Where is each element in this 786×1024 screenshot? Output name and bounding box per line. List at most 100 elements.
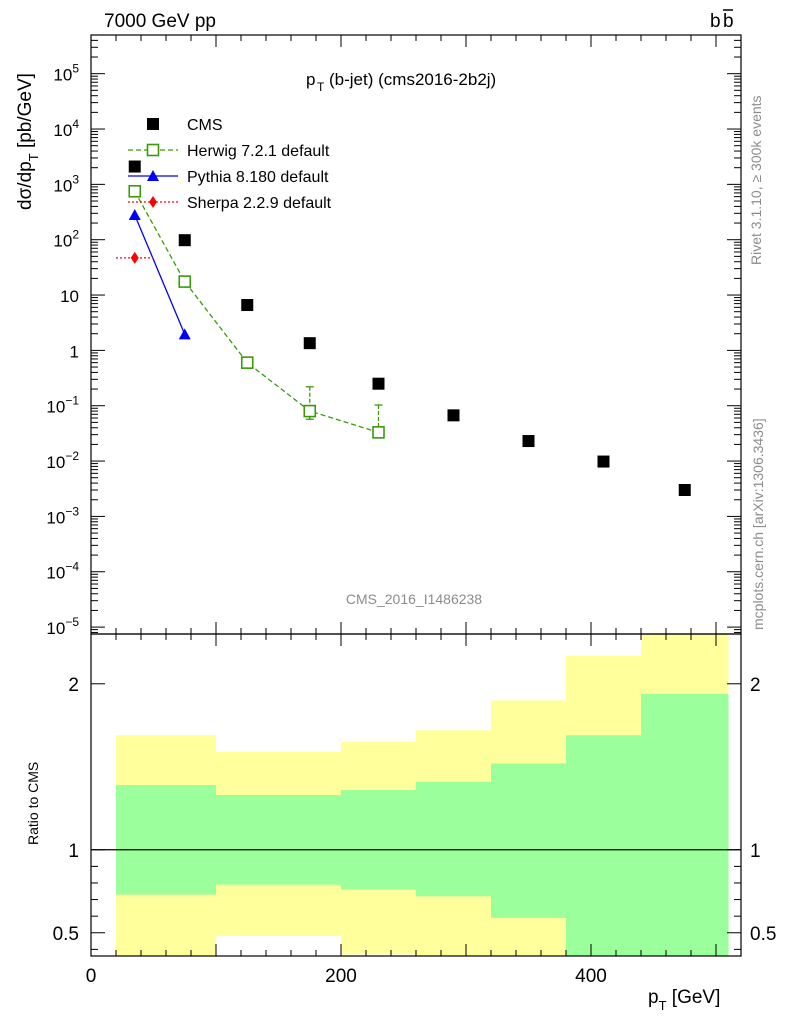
main-y-title-sub: T — [26, 153, 41, 161]
y-tick-label-9: 10−4 — [46, 560, 79, 583]
data-point-1-4 — [372, 426, 385, 439]
ratio-band-inner-3 — [416, 781, 491, 897]
data-point-1-3 — [303, 404, 317, 418]
y-tick-mantissa-0: 10 — [53, 66, 72, 85]
y-tick-exponent-8: −3 — [65, 504, 79, 518]
data-point-0-1 — [178, 234, 191, 247]
main-y-axis-title: dσ/dpT [pb/GeV] — [15, 73, 41, 210]
series-herwig — [128, 184, 385, 439]
y-tick-mantissa-3: 10 — [53, 232, 72, 251]
data-point-3-0 — [130, 251, 139, 264]
mcplots-label: mcplots.cern.ch [arXiv:1306.3436] — [750, 418, 766, 630]
legend-marker-3 — [149, 196, 157, 208]
ratio-band-inner-4 — [491, 763, 566, 918]
legend-label-3: Sherpa 2.2.9 default — [187, 195, 332, 212]
ratio-band-inner-2 — [341, 790, 416, 890]
data-point-0-6 — [522, 435, 535, 448]
x-tick-label-1: 200 — [325, 966, 357, 987]
data-point-0-5 — [447, 409, 460, 422]
legend-label-1: Herwig 7.2.1 default — [187, 143, 330, 160]
legend-label-2: Pythia 8.180 default — [187, 169, 329, 186]
ratio-band-inner-0 — [116, 785, 216, 895]
y-tick-label-0: 105 — [53, 62, 79, 85]
data-point-0-4 — [372, 377, 385, 390]
ratio-band-inner-1 — [216, 795, 341, 885]
x-tick-label-0: 0 — [86, 966, 97, 987]
y-tick-label-2: 103 — [53, 172, 79, 195]
axes: 0 200 40010510410310210110−110−210−310−410… — [46, 34, 776, 987]
y-tick-label-4: 10 — [60, 287, 79, 306]
legend-label-0: CMS — [187, 117, 223, 134]
data-point-0-2 — [241, 299, 254, 312]
data-point-2-0 — [128, 208, 141, 220]
series-pythia — [128, 208, 191, 340]
y-tick-exponent-6: −1 — [65, 394, 79, 408]
y-tick-label-1: 104 — [53, 117, 79, 140]
y-tick-mantissa-8: 10 — [46, 508, 65, 527]
y-tick-mantissa-2: 10 — [53, 176, 72, 195]
y-tick-exponent-2: 3 — [72, 172, 79, 186]
legend-marker-2 — [147, 170, 159, 181]
y-tick-exponent-10: −5 — [65, 615, 79, 629]
data-point-1-2 — [240, 356, 254, 369]
y-tick-exponent-9: −4 — [65, 560, 79, 574]
ratio-y-axis-title: Ratio to CMS — [25, 762, 41, 845]
y-tick-exponent-3: 2 — [72, 228, 79, 242]
x-tick-label-2: 400 — [575, 966, 607, 987]
main-y-title-b: [pb/GeV] — [15, 73, 36, 153]
plot-title-p: p — [306, 70, 315, 89]
ratio-band-inner-5 — [566, 735, 641, 956]
plot-title-rest: (b-jet) (cms2016-2b2j) — [329, 70, 496, 89]
y-tick-mantissa-1: 10 — [53, 121, 72, 140]
y-tick-mantissa-7: 10 — [46, 453, 65, 472]
data-point-0-3 — [303, 337, 316, 350]
analysis-watermark: CMS_2016_I1486238 — [346, 591, 482, 607]
y-tick-label-6: 10−1 — [46, 394, 79, 417]
series-sherpa — [116, 251, 154, 264]
ratio-tick-label-right-0: 2 — [750, 675, 761, 696]
main-y-title-a: dσ/dp — [15, 161, 36, 210]
series-line-1 — [134, 190, 379, 433]
header-process-b: b — [710, 11, 721, 32]
data-point-1-1 — [178, 275, 192, 288]
ratio-bands — [91, 634, 741, 956]
y-tick-label-3: 102 — [53, 228, 79, 251]
plot-title-sub: T — [317, 80, 325, 94]
data-point-1-0 — [128, 184, 142, 198]
y-tick-mantissa-10: 10 — [46, 619, 65, 638]
ratio-tick-label-left-2: 0.5 — [53, 924, 79, 945]
x-title-sub: T — [659, 998, 667, 1013]
data-point-0-7 — [597, 455, 610, 468]
legend-marker-0 — [147, 118, 159, 130]
series-line-2 — [134, 214, 186, 335]
header-energy-label: 7000 GeV pp — [104, 11, 216, 32]
y-tick-mantissa-9: 10 — [46, 564, 65, 583]
x-title-b: [GeV] — [667, 987, 721, 1008]
y-tick-exponent-0: 5 — [72, 62, 79, 76]
rivet-label: Rivet 3.1.10, ≥ 300k events — [748, 95, 764, 265]
x-title-a: p — [648, 987, 659, 1008]
legend-marker-1 — [146, 143, 160, 157]
svg-text:pT [GeV]: pT [GeV] — [648, 987, 720, 1013]
data-point-2-1 — [178, 328, 191, 340]
series-cms — [128, 160, 691, 497]
ratio-band-inner-6 — [641, 693, 729, 956]
y-tick-label-10: 10−5 — [46, 615, 79, 638]
y-tick-mantissa-6: 10 — [46, 398, 65, 417]
data-point-0-8 — [678, 484, 691, 497]
header-process-bbar: b — [723, 11, 734, 32]
main-plot-area — [116, 160, 691, 497]
y-tick-exponent-1: 4 — [72, 117, 79, 131]
ratio-tick-label-left-1: 1 — [68, 841, 79, 862]
y-tick-label-8: 10−3 — [46, 504, 79, 527]
ratio-tick-label-right-1: 1 — [750, 841, 761, 862]
x-axis-title: pT [GeV] — [648, 987, 720, 1013]
ratio-tick-label-left-0: 2 — [68, 675, 79, 696]
y-tick-exponent-7: −2 — [65, 449, 79, 463]
ratio-tick-label-right-2: 0.5 — [750, 924, 776, 945]
y-tick-label-5: 1 — [70, 342, 79, 361]
svg-text:dσ/dpT [pb/GeV]: dσ/dpT [pb/GeV] — [15, 73, 41, 210]
legend: CMS Herwig 7.2.1 default Pythia 8.180 defa… — [128, 117, 332, 212]
y-tick-label-7: 10−2 — [46, 449, 79, 472]
